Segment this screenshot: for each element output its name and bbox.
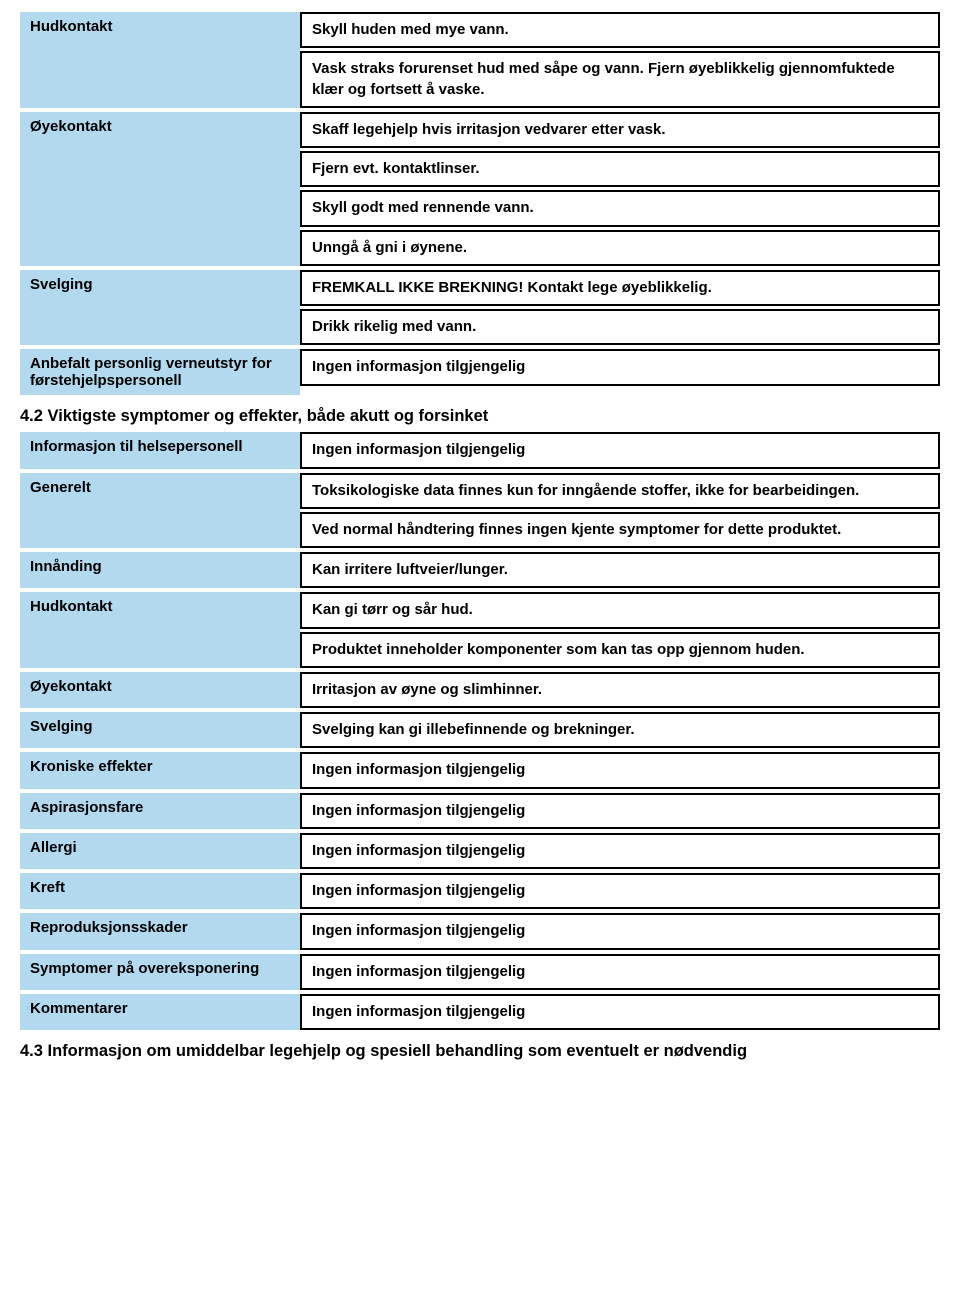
- data-row: KreftIngen informasjon tilgjengelig: [20, 873, 940, 909]
- section-heading-4-3: 4.3 Informasjon om umiddelbar legehjelp …: [20, 1034, 940, 1067]
- row-values: Ingen informasjon tilgjengelig: [300, 349, 940, 395]
- row-label: Allergi: [20, 833, 300, 869]
- data-row: AllergiIngen informasjon tilgjengelig: [20, 833, 940, 869]
- data-row: AspirasjonsfareIngen informasjon tilgjen…: [20, 793, 940, 829]
- value-cell: Skaff legehjelp hvis irritasjon vedvarer…: [300, 112, 940, 148]
- value-cell: Ingen informasjon tilgjengelig: [300, 349, 940, 385]
- section-first-aid-part: HudkontaktSkyll huden med mye vann.Vask …: [20, 12, 940, 395]
- row-values: Ingen informasjon tilgjengelig: [300, 833, 940, 869]
- value-cell: Ingen informasjon tilgjengelig: [300, 913, 940, 949]
- value-cell: Irritasjon av øyne og slimhinner.: [300, 672, 940, 708]
- row-label: Hudkontakt: [20, 592, 300, 668]
- value-cell: Ingen informasjon tilgjengelig: [300, 954, 940, 990]
- section-symptoms: Informasjon til helsepersonellIngen info…: [20, 432, 940, 1030]
- value-cell: Ingen informasjon tilgjengelig: [300, 994, 940, 1030]
- row-label: Hudkontakt: [20, 12, 300, 108]
- data-row: Anbefalt personlig verneutstyr for først…: [20, 349, 940, 395]
- row-values: Skyll huden med mye vann.Vask straks for…: [300, 12, 940, 108]
- row-values: Ingen informasjon tilgjengelig: [300, 873, 940, 909]
- value-cell: Ved normal håndtering finnes ingen kjent…: [300, 512, 940, 548]
- row-label: Øyekontakt: [20, 112, 300, 266]
- value-cell: Kan irritere luftveier/lunger.: [300, 552, 940, 588]
- row-values: Ingen informasjon tilgjengelig: [300, 913, 940, 949]
- value-cell: Unngå å gni i øynene.: [300, 230, 940, 266]
- row-label: Innånding: [20, 552, 300, 588]
- row-label: Kreft: [20, 873, 300, 909]
- row-label: Informasjon til helsepersonell: [20, 432, 300, 468]
- data-row: GenereltToksikologiske data finnes kun f…: [20, 473, 940, 549]
- data-row: ØyekontaktSkaff legehjelp hvis irritasjo…: [20, 112, 940, 266]
- row-values: Kan gi tørr og sår hud. Produktet innehol…: [300, 592, 940, 668]
- row-values: Ingen informasjon tilgjengelig: [300, 994, 940, 1030]
- row-label: Øyekontakt: [20, 672, 300, 708]
- data-row: SvelgingFREMKALL IKKE BREKNING! Kontakt …: [20, 270, 940, 346]
- value-cell: Svelging kan gi illebefinnende og brekni…: [300, 712, 940, 748]
- data-row: Symptomer på overeksponeringIngen inform…: [20, 954, 940, 990]
- data-row: HudkontaktKan gi tørr og sår hud. Produkt…: [20, 592, 940, 668]
- value-cell: FREMKALL IKKE BREKNING! Kontakt lege øye…: [300, 270, 940, 306]
- data-row: Informasjon til helsepersonellIngen info…: [20, 432, 940, 468]
- value-cell: Drikk rikelig med vann.: [300, 309, 940, 345]
- section-heading-4-2: 4.2 Viktigste symptomer og effekter, båd…: [20, 399, 940, 432]
- value-cell: Vask straks forurenset hud med såpe og v…: [300, 51, 940, 108]
- row-values: Ingen informasjon tilgjengelig: [300, 793, 940, 829]
- row-label: Generelt: [20, 473, 300, 549]
- data-row: KommentarerIngen informasjon tilgjengeli…: [20, 994, 940, 1030]
- value-cell: Ingen informasjon tilgjengelig: [300, 793, 940, 829]
- value-cell: Toksikologiske data finnes kun for inngå…: [300, 473, 940, 509]
- data-row: SvelgingSvelging kan gi illebefinnende o…: [20, 712, 940, 748]
- row-label: Kommentarer: [20, 994, 300, 1030]
- row-values: Svelging kan gi illebefinnende og brekni…: [300, 712, 940, 748]
- row-values: Ingen informasjon tilgjengelig: [300, 432, 940, 468]
- row-values: Irritasjon av øyne og slimhinner.: [300, 672, 940, 708]
- value-cell: Skyll huden med mye vann.: [300, 12, 940, 48]
- value-cell: Ingen informasjon tilgjengelig: [300, 833, 940, 869]
- data-row: ØyekontaktIrritasjon av øyne og slimhinn…: [20, 672, 940, 708]
- row-label: Kroniske effekter: [20, 752, 300, 788]
- row-values: Toksikologiske data finnes kun for inngå…: [300, 473, 940, 549]
- row-label: Reproduksjonsskader: [20, 913, 300, 949]
- value-cell: Ingen informasjon tilgjengelig: [300, 752, 940, 788]
- row-values: Ingen informasjon tilgjengelig: [300, 954, 940, 990]
- value-cell: Skyll godt med rennende vann.: [300, 190, 940, 226]
- row-label: Svelging: [20, 270, 300, 346]
- data-row: InnåndingKan irritere luftveier/lunger.: [20, 552, 940, 588]
- value-cell: Fjern evt. kontaktlinser.: [300, 151, 940, 187]
- row-values: FREMKALL IKKE BREKNING! Kontakt lege øye…: [300, 270, 940, 346]
- row-label: Aspirasjonsfare: [20, 793, 300, 829]
- row-label: Anbefalt personlig verneutstyr for først…: [20, 349, 300, 395]
- value-cell: Ingen informasjon tilgjengelig: [300, 873, 940, 909]
- data-row: HudkontaktSkyll huden med mye vann.Vask …: [20, 12, 940, 108]
- row-label: Svelging: [20, 712, 300, 748]
- value-cell: Kan gi tørr og sår hud.: [300, 592, 940, 628]
- row-values: Skaff legehjelp hvis irritasjon vedvarer…: [300, 112, 940, 266]
- data-row: ReproduksjonsskaderIngen informasjon til…: [20, 913, 940, 949]
- row-values: Ingen informasjon tilgjengelig: [300, 752, 940, 788]
- value-cell: Produktet inneholder komponenter som kan…: [300, 632, 940, 668]
- data-row: Kroniske effekterIngen informasjon tilgj…: [20, 752, 940, 788]
- row-label: Symptomer på overeksponering: [20, 954, 300, 990]
- row-values: Kan irritere luftveier/lunger.: [300, 552, 940, 588]
- value-cell: Ingen informasjon tilgjengelig: [300, 432, 940, 468]
